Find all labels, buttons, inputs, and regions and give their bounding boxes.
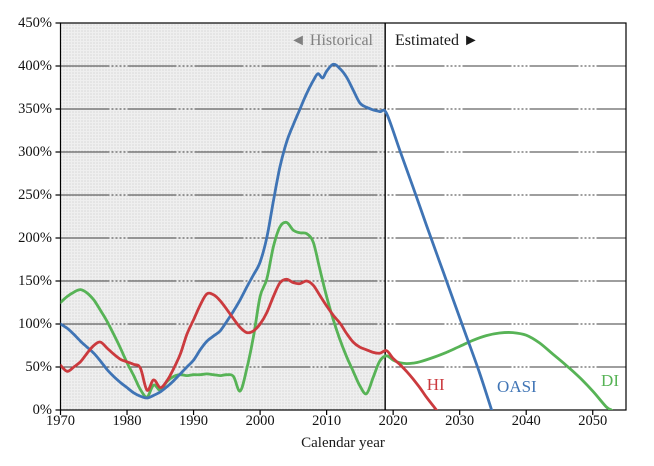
y-axis-tick-label: 200% [18,229,52,246]
series-label-hi: HI [426,375,445,395]
series-label-oasi: OASI [497,376,537,396]
x-axis-tick-label: 2030 [445,413,475,429]
series-label-di: DI [601,370,619,390]
y-axis-tick-label: 250% [18,186,52,203]
y-axis-tick-label: 150% [18,272,52,289]
x-axis-title: Calendar year [301,435,385,451]
plot-frame [59,22,627,411]
x-axis-tick-label: 1990 [179,413,209,429]
x-axis-tick-label: 1970 [46,413,75,429]
y-axis-tick-label: 100% [18,315,52,332]
estimated-region-label: Estimated ► [395,32,479,49]
series-line-di [60,220,613,410]
x-axis-tick-label: 2010 [312,413,342,429]
historical-region-label: ◄ Historical [290,32,373,49]
series-line-oasi [60,62,493,410]
x-axis-tick-label: 2000 [245,413,275,429]
historical-region-shading [60,23,386,410]
y-axis-tick-label: 450% [18,14,52,31]
y-axis-tick-label: 400% [18,57,52,74]
y-axis-tick-label: 300% [18,143,52,160]
y-axis-tick-label: 350% [18,100,52,117]
y-axis-tick-label: 0% [32,401,52,418]
x-axis-tick-label: 2040 [511,413,541,429]
series-line-hi [60,277,438,410]
x-axis-tick-label: 1980 [112,413,142,429]
x-axis-tick-label: 2050 [578,413,608,429]
y-axis-tick-label: 50% [25,358,52,375]
x-axis-tick-label: 2020 [378,413,408,429]
